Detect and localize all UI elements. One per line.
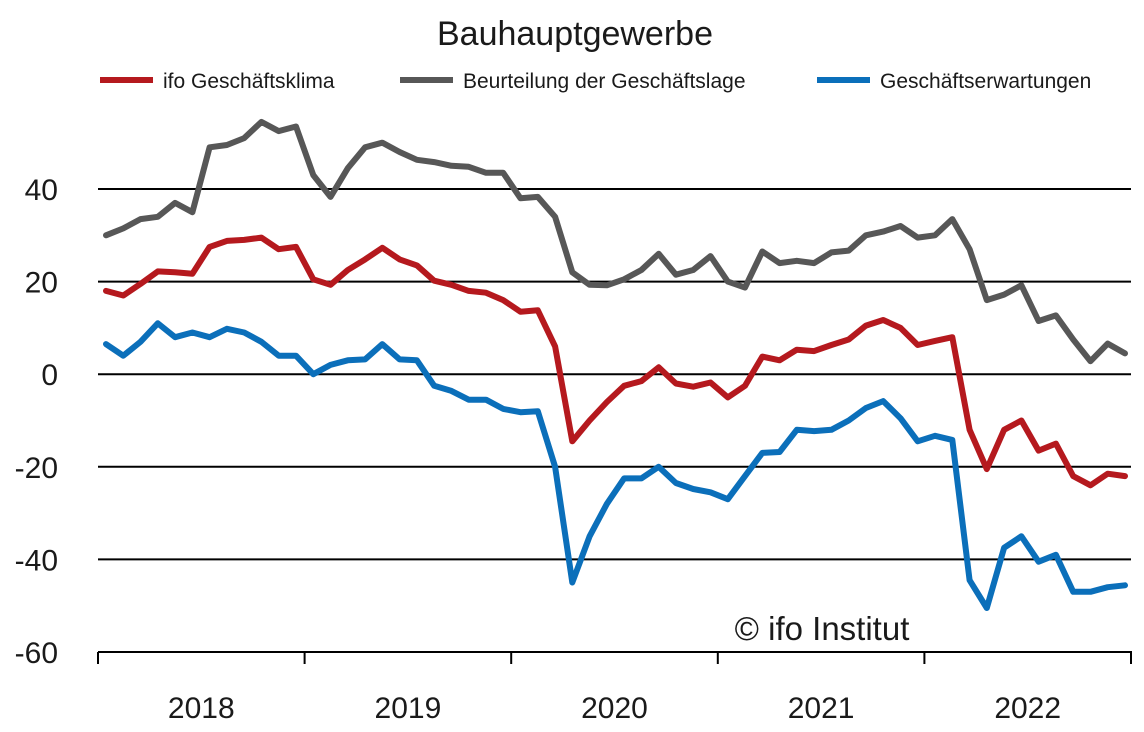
- copyright-watermark: © ifo Institut: [735, 610, 910, 647]
- y-tick-label: -60: [15, 637, 58, 670]
- x-tick-label: 2018: [168, 692, 235, 725]
- y-tick-label: -20: [15, 452, 58, 485]
- x-axis: 2018 2019 2020 2021 2022: [97, 651, 1132, 725]
- y-tick-label: 40: [25, 174, 58, 207]
- x-tick-label: 2019: [375, 692, 442, 725]
- series-line-3: [103, 320, 1128, 611]
- legend: ifo Geschäftsklima Beurteilung der Geschä…: [100, 70, 1091, 93]
- gridlines: [98, 188, 1131, 561]
- series-lines: [103, 118, 1128, 611]
- y-tick-label: 20: [25, 267, 58, 300]
- y-axis-tick-labels: 40 20 0 -20 -40 -60: [15, 174, 58, 670]
- x-tick-label: 2021: [788, 692, 855, 725]
- y-tick-label: -40: [15, 544, 58, 577]
- chart-title: Bauhauptgewerbe: [437, 15, 713, 53]
- legend-label: Geschäftserwartungen: [880, 70, 1091, 93]
- y-tick-label: 0: [41, 359, 58, 392]
- series-line-1: [103, 234, 1128, 489]
- x-tick-label: 2022: [994, 692, 1061, 725]
- x-tick-label: 2020: [581, 692, 648, 725]
- legend-label: ifo Geschäftsklima: [163, 70, 335, 93]
- series-line-2: [103, 118, 1128, 365]
- legend-label: Beurteilung der Geschäftslage: [463, 70, 746, 93]
